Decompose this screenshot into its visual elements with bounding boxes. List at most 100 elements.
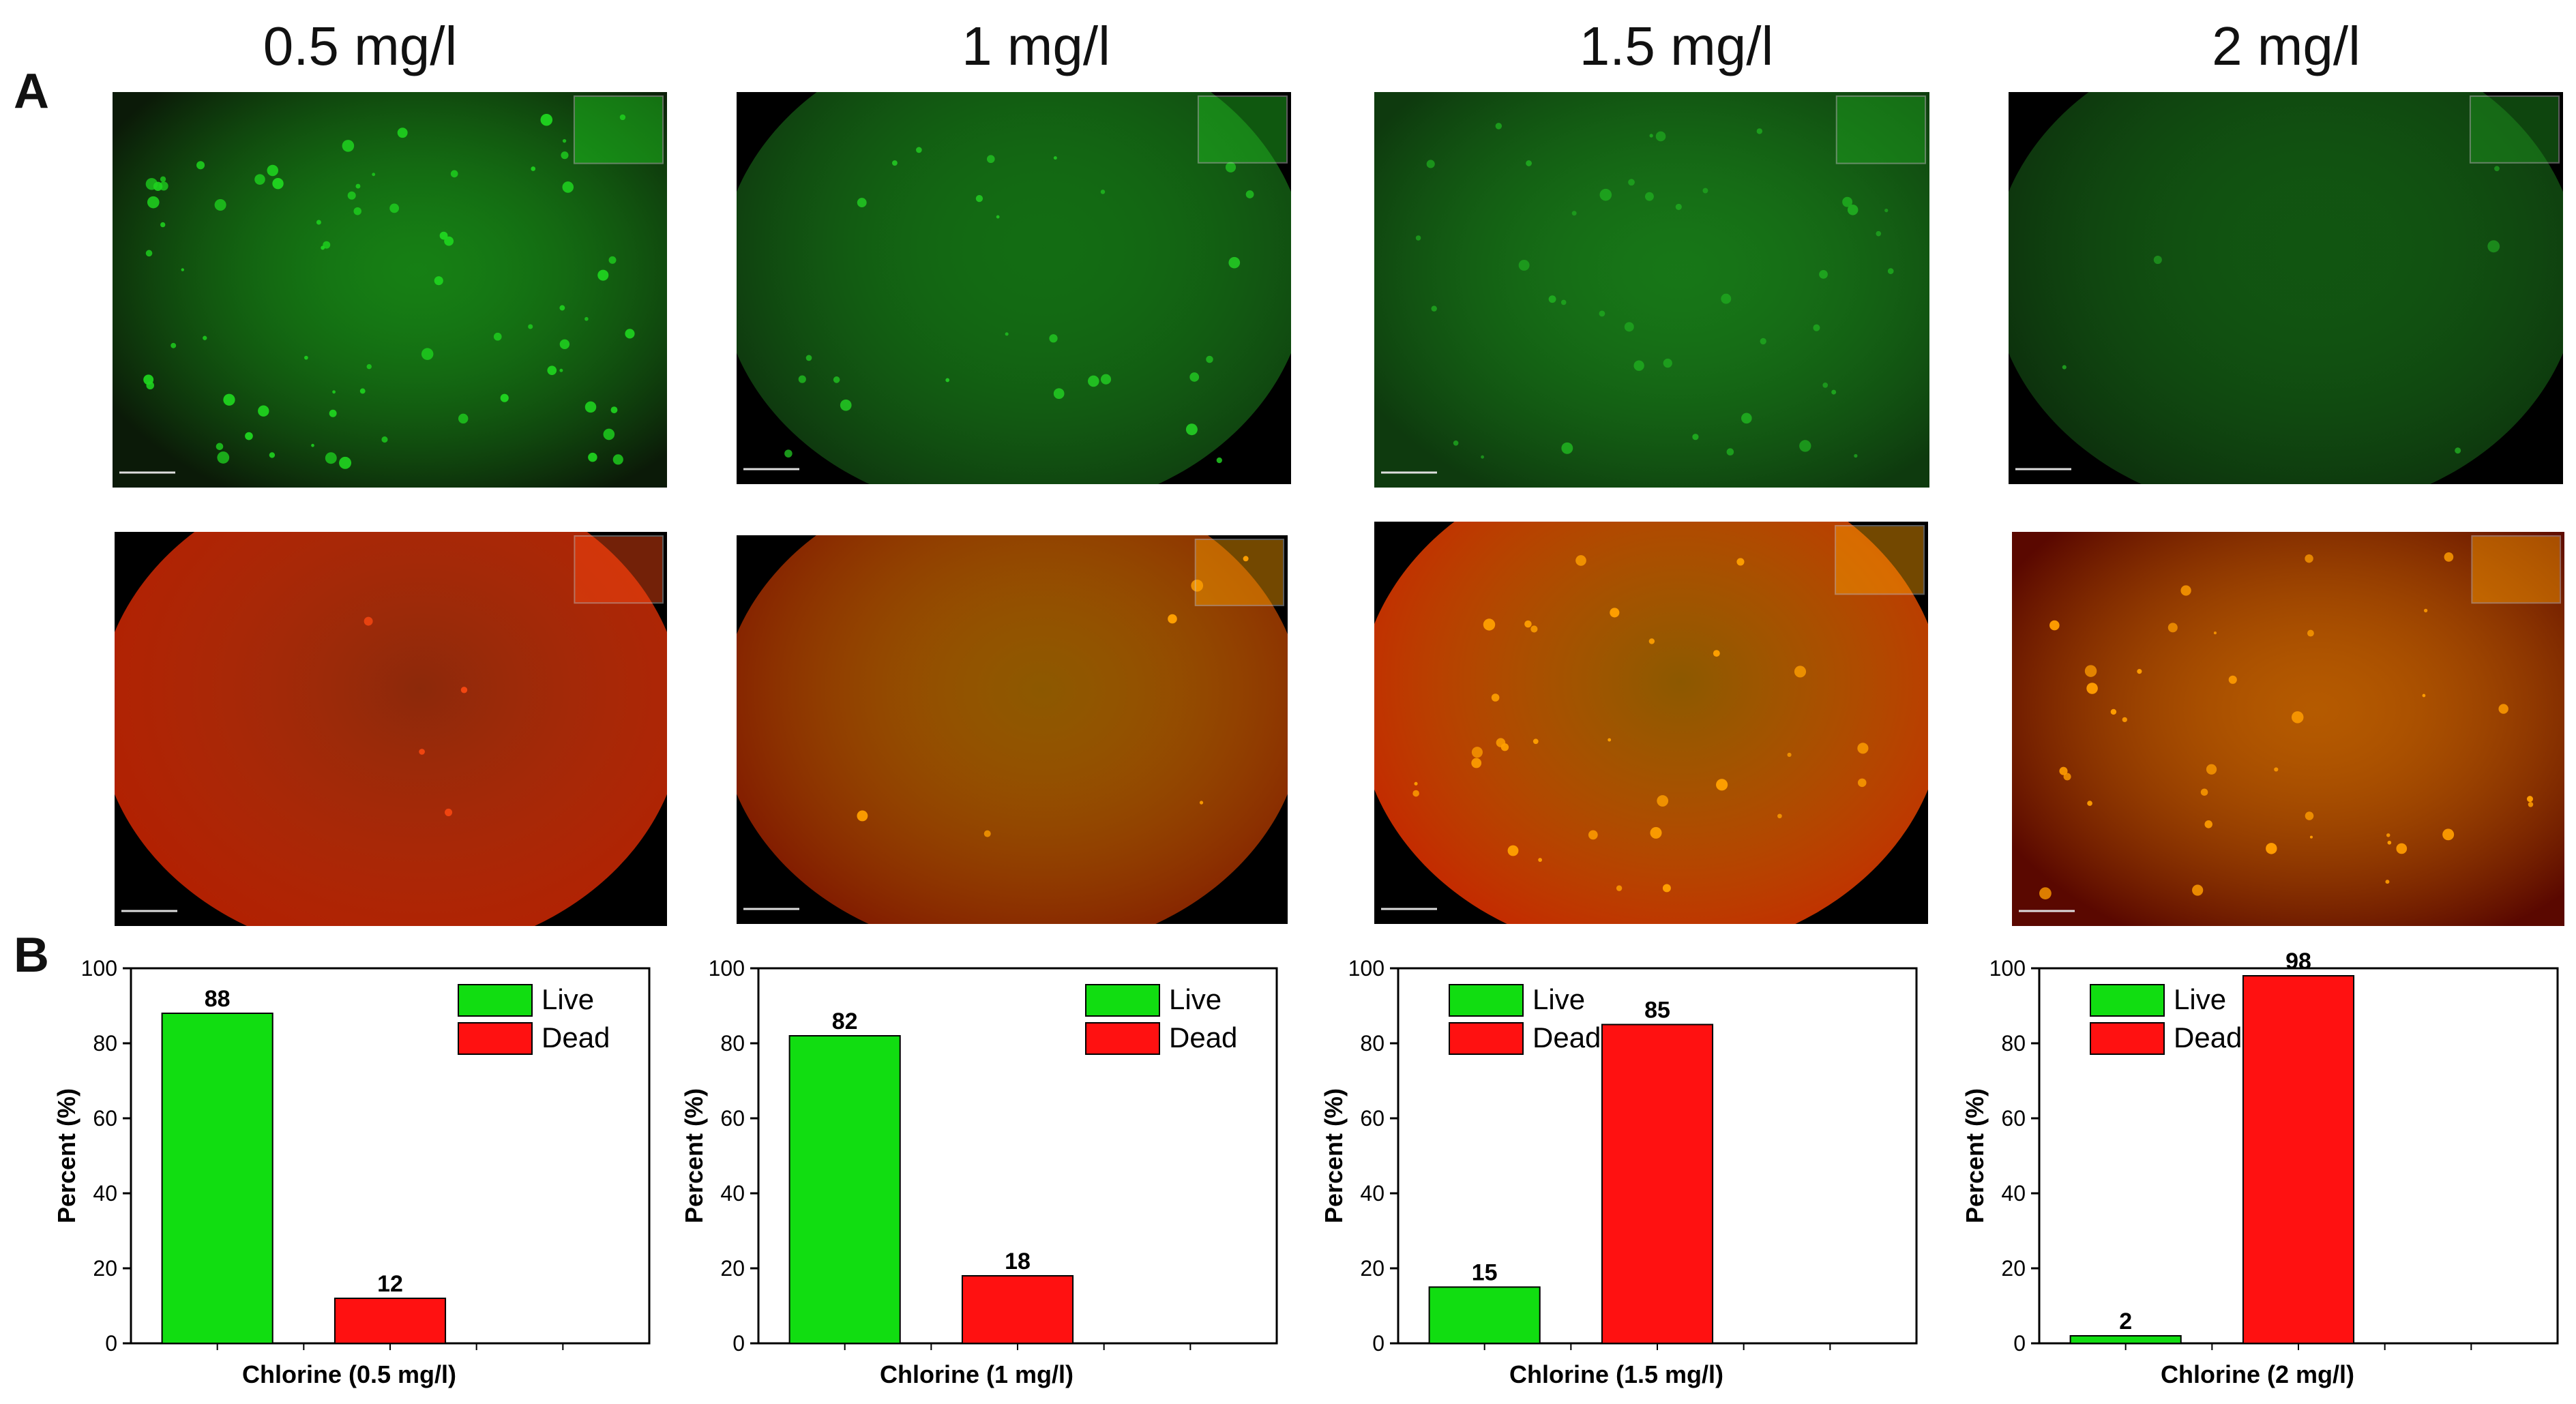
- data-label: 18: [1005, 1249, 1031, 1274]
- concentration-label-1-5: 1.5 mg/l: [1579, 16, 1774, 76]
- cell-spot: [857, 198, 867, 208]
- cell-spot: [983, 830, 991, 837]
- cell-spot: [1185, 423, 1198, 436]
- legend-label-live: Live: [1533, 983, 1585, 1015]
- cell-spot: [619, 114, 626, 121]
- cell-spot: [1538, 858, 1543, 862]
- cell-spot: [364, 616, 373, 626]
- y-tick-label: 60: [720, 1106, 745, 1131]
- cell-spot: [1624, 322, 1634, 332]
- y-tick-label: 20: [93, 1256, 117, 1281]
- cell-spot: [2059, 766, 2068, 775]
- cell-spot: [2206, 764, 2217, 775]
- legend-swatch-dead: [1449, 1022, 1524, 1055]
- y-tick-label: 60: [93, 1106, 117, 1131]
- y-tick-label: 40: [2001, 1181, 2026, 1206]
- cell-spot: [1655, 131, 1666, 142]
- cell-spot: [1756, 128, 1763, 134]
- concentration-label-2: 2 mg/l: [2212, 16, 2360, 76]
- cell-spot: [1245, 190, 1254, 198]
- cell-spot: [1857, 743, 1869, 754]
- cell-spot: [562, 138, 567, 143]
- cell-spot: [311, 443, 314, 447]
- y-axis-label: Percent (%): [1320, 1088, 1348, 1223]
- cell-spot: [321, 245, 325, 250]
- cell-spot: [332, 390, 336, 394]
- cell-spot: [2498, 704, 2508, 714]
- cell-spot: [1483, 618, 1496, 631]
- cell-spot: [1608, 738, 1612, 742]
- cell-spot: [2396, 843, 2408, 854]
- field-of-view: [115, 532, 667, 926]
- field-of-view: [1374, 522, 1928, 924]
- cell-spot: [1842, 196, 1853, 207]
- cell-spot: [2494, 166, 2500, 172]
- legend-swatch-dead: [1085, 1022, 1160, 1055]
- cell-spot: [1616, 885, 1623, 891]
- cell-spot: [2213, 631, 2217, 635]
- bar-live: [788, 1035, 901, 1344]
- x-axis-label: Chlorine (2 mg/l): [2161, 1360, 2354, 1388]
- cell-spot: [434, 276, 443, 286]
- cell-spot: [339, 456, 352, 469]
- cell-spot: [1571, 211, 1577, 216]
- data-label: 2: [2119, 1309, 2132, 1334]
- cell-spot: [1777, 813, 1782, 819]
- cell-spot: [1088, 375, 1099, 387]
- cell-spot: [1588, 830, 1598, 840]
- y-tick-label: 0: [2013, 1331, 2026, 1356]
- cell-spot: [1530, 625, 1538, 633]
- cell-spot: [588, 452, 597, 462]
- y-tick-label: 60: [2001, 1106, 2026, 1131]
- cell-spot: [2309, 835, 2313, 839]
- cell-spot: [181, 268, 184, 271]
- cell-spot: [347, 191, 356, 200]
- bar-live: [161, 1013, 273, 1344]
- cell-spot: [1713, 650, 1720, 657]
- data-label: 98: [2285, 949, 2311, 974]
- micrograph-live-1: [737, 92, 1291, 484]
- cell-spot: [916, 147, 922, 153]
- cell-spot: [450, 170, 458, 178]
- cell-spot: [528, 324, 533, 329]
- cell-spot: [143, 374, 154, 385]
- cell-spot: [258, 405, 269, 417]
- cell-spot: [2386, 833, 2390, 837]
- y-tick-label: 0: [105, 1331, 117, 1356]
- cell-spot: [784, 449, 793, 458]
- legend-swatch-live: [458, 984, 533, 1017]
- inset-thumbnail: [2469, 95, 2560, 164]
- cell-spot: [547, 365, 557, 375]
- cell-spot: [1561, 442, 1573, 454]
- y-tick-label: 20: [1360, 1256, 1385, 1281]
- cell-spot: [608, 256, 617, 264]
- y-tick-label: 100: [709, 956, 745, 981]
- cell-spot: [2192, 884, 2204, 896]
- cell-spot: [975, 195, 983, 203]
- cell-spot: [1876, 230, 1882, 237]
- cell-spot: [1628, 179, 1635, 186]
- cell-spot: [1526, 160, 1532, 166]
- cell-spot: [1831, 389, 1837, 395]
- cell-spot: [2422, 693, 2426, 698]
- cell-spot: [625, 329, 635, 339]
- y-axis-label: Percent (%): [1961, 1088, 1989, 1223]
- concentration-label-0-5: 0.5 mg/l: [263, 16, 458, 76]
- micrograph-dead-1: [737, 535, 1288, 924]
- cell-spot: [366, 363, 372, 370]
- cell-spot: [419, 749, 425, 755]
- cell-spot: [610, 406, 618, 414]
- cell-spot: [2305, 554, 2313, 563]
- cell-spot: [269, 452, 276, 458]
- cell-spot: [304, 355, 308, 360]
- cell-spot: [597, 269, 609, 281]
- cell-spot: [945, 378, 950, 383]
- cell-spot: [397, 128, 408, 138]
- cell-spot: [160, 176, 166, 183]
- cell-spot: [2442, 828, 2455, 841]
- cell-spot: [196, 161, 205, 170]
- cell-spot: [445, 808, 453, 816]
- cell-spot: [986, 155, 995, 164]
- cell-spot: [171, 342, 177, 348]
